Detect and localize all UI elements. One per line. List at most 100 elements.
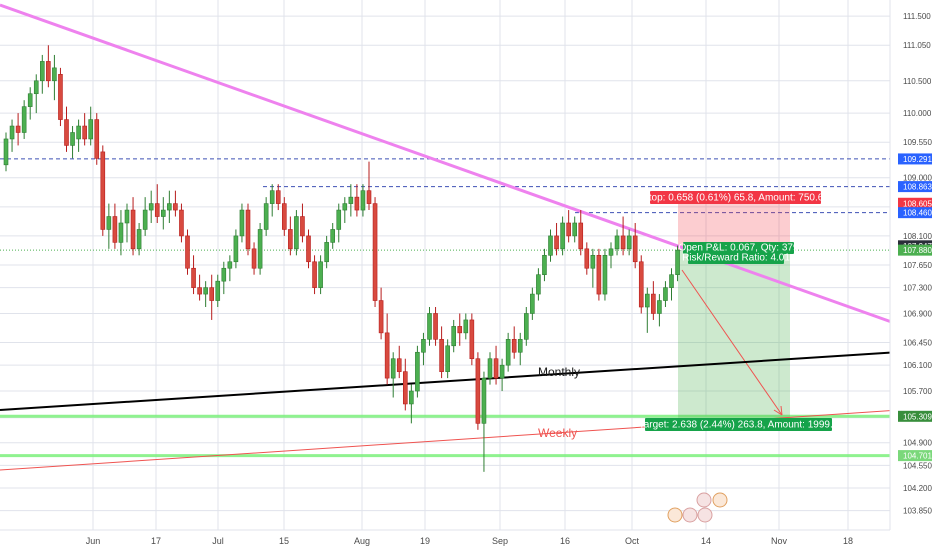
candle-body: [197, 287, 202, 295]
price-tag-label: 105.309: [903, 412, 932, 421]
candle-body: [560, 222, 565, 250]
price-tick-label: 105.700: [903, 387, 932, 396]
price-axis[interactable]: 111.500 111.050 110.500 110.000 109.550 109.0…: [889, 0, 932, 530]
flag-icon[interactable]: [682, 507, 698, 523]
candle-body: [173, 203, 178, 211]
candle-body: [118, 222, 124, 243]
candle-body: [330, 229, 336, 243]
horizontal-levels[interactable]: [0, 158, 890, 458]
flag-icon[interactable]: [712, 492, 728, 508]
candle-body: [505, 339, 511, 366]
candles: [3, 45, 680, 472]
arrow-head: [773, 405, 783, 416]
target-zone[interactable]: [678, 250, 790, 418]
candle-body: [433, 313, 438, 340]
candle-body: [269, 190, 275, 204]
price-tick-label: 111.050: [903, 41, 931, 50]
candle-body: [52, 67, 57, 82]
flag-icon[interactable]: [697, 507, 713, 523]
candle-body: [130, 209, 136, 250]
candle-body: [372, 203, 378, 301]
time-axis[interactable]: Jun 17 Jul 15 Aug 19 Sep 16 Oct 14 Nov 18: [0, 529, 890, 546]
candle-body: [354, 196, 360, 211]
candle-body: [481, 377, 487, 424]
flag-icon[interactable]: [696, 492, 712, 508]
candle-body: [251, 248, 257, 269]
candle-body: [475, 358, 481, 424]
candle-body: [124, 209, 130, 224]
price-tick-label: 109.000: [903, 174, 932, 183]
candle-body: [511, 339, 517, 353]
candle-body: [263, 203, 269, 230]
candle-body: [281, 203, 287, 230]
short-position-tool[interactable]: [678, 203, 790, 418]
price-tag-bg: [898, 153, 932, 165]
candle-body: [602, 255, 608, 295]
candle-body: [499, 364, 505, 379]
candle-body: [421, 339, 426, 353]
time-tick-label: 19: [420, 536, 430, 546]
price-tick-label: 104.200: [903, 484, 932, 493]
candle-body: [409, 390, 414, 405]
rr-label: Risk/Reward Ratio: 4.01: [682, 253, 790, 264]
time-tick-label: Nov: [771, 536, 788, 546]
candle-body: [572, 222, 578, 237]
candle-body: [384, 332, 390, 379]
candle-body: [94, 119, 100, 159]
candle-body: [300, 216, 305, 237]
candle-body: [451, 326, 457, 347]
candle-body: [288, 229, 293, 250]
candle-body: [148, 203, 154, 211]
candle-body: [366, 190, 372, 204]
price-tick-label: 109.550: [903, 138, 932, 147]
candle-body: [64, 119, 69, 146]
time-tick-label: Jul: [212, 536, 224, 546]
candle-body: [584, 248, 590, 269]
candle-body: [215, 280, 221, 301]
candle-body: [590, 255, 596, 269]
candle-body: [324, 242, 329, 263]
candle-body: [651, 293, 656, 314]
candle-body: [360, 190, 366, 211]
candle-body: [100, 151, 106, 230]
price-tick-label: 110.500: [903, 77, 932, 86]
candle-body: [396, 358, 402, 372]
stop-label: Stop: 0.658 (0.61%) 65.8, Amount: 750.62: [642, 193, 829, 204]
price-tag-label: 108.460: [903, 209, 932, 218]
candle-body: [39, 61, 45, 82]
price-tick-label: 107.300: [903, 284, 932, 293]
candle-body: [27, 93, 33, 107]
candle-body: [523, 313, 529, 340]
candle-body: [154, 203, 160, 217]
candle-body: [517, 339, 523, 353]
price-tick-label: 103.850: [903, 507, 932, 516]
price-tick-label: 110.000: [903, 109, 932, 118]
price-tick-label: 106.450: [903, 339, 932, 348]
candle-body: [294, 216, 299, 250]
candle-body: [644, 293, 650, 308]
candle-body: [632, 235, 638, 263]
price-tick-label: 104.900: [903, 439, 932, 448]
position-labels: Stop: 0.658 (0.61%) 65.8, Amount: 750.62…: [538, 191, 839, 440]
rr-label-bg: [688, 253, 784, 264]
candle-body: [318, 261, 323, 288]
candle-body: [179, 209, 184, 237]
candle-body: [463, 319, 469, 334]
candle-body: [185, 235, 190, 269]
candle-body: [427, 313, 432, 340]
candle-body: [227, 261, 233, 269]
economic-event-icons[interactable]: [667, 492, 728, 523]
candle-body: [221, 267, 227, 282]
candle-body: [669, 274, 674, 288]
trendline-monthly[interactable]: [0, 351, 901, 411]
candle-body: [203, 287, 208, 295]
time-tick-label: 15: [279, 536, 289, 546]
price-tick-label: 106.100: [903, 361, 932, 370]
candle-body: [58, 74, 63, 120]
time-tick-label: 16: [560, 536, 570, 546]
trendline-downtrend[interactable]: [0, 3, 901, 327]
grid: [0, 0, 890, 530]
time-tick-label: Jun: [86, 536, 101, 546]
flag-icon[interactable]: [667, 507, 683, 523]
